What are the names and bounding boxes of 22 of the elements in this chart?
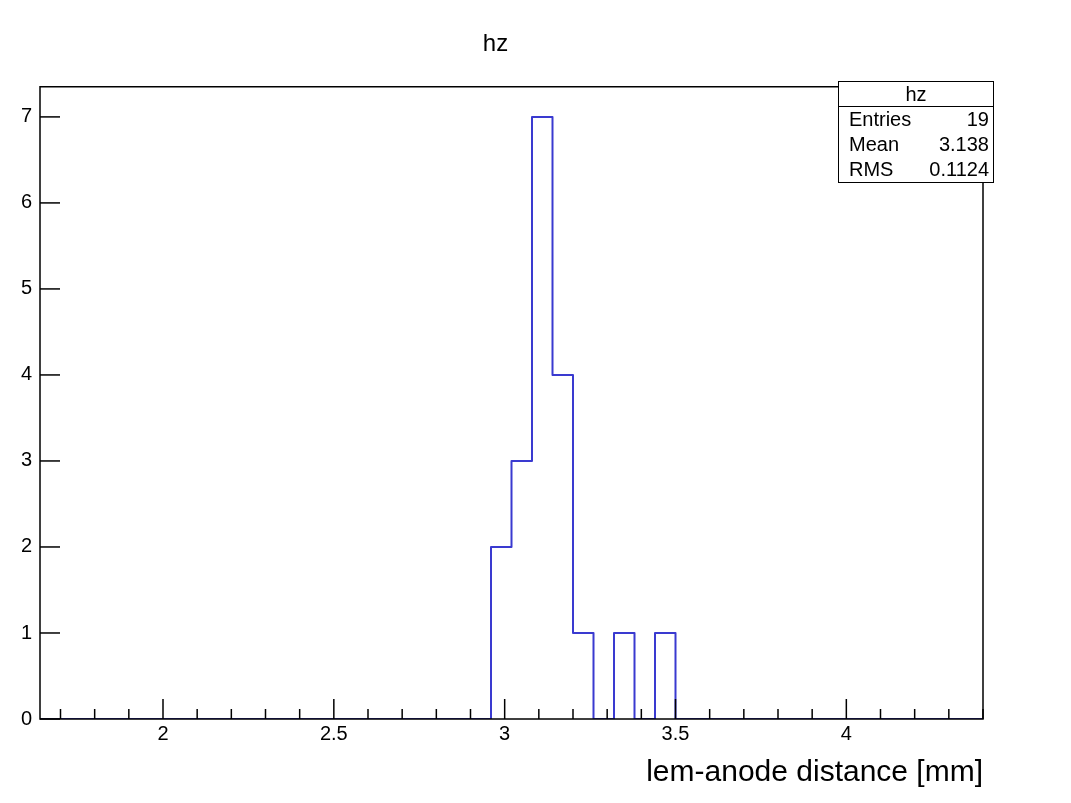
y-tick-label: 2 xyxy=(20,534,32,557)
annotation: 0.1124 xyxy=(929,157,989,182)
x-tick-label: 4 xyxy=(840,721,852,744)
annotation: RMS xyxy=(849,157,894,182)
annotation: Entries xyxy=(849,107,912,132)
y-tick-label: 3 xyxy=(20,448,32,471)
y-tick-label: 4 xyxy=(20,362,32,385)
chart-title: hz xyxy=(482,29,509,57)
x-axis-title: lem-anode distance [mm] xyxy=(646,754,983,788)
y-tick-label: 7 xyxy=(20,104,32,127)
annotation: 19 xyxy=(966,107,989,132)
x-tick-label: 3.5 xyxy=(661,721,690,744)
x-tick-label: 3 xyxy=(499,721,511,744)
y-tick-label: 6 xyxy=(20,190,32,213)
y-tick-label: 0 xyxy=(20,706,32,729)
y-tick-label: 5 xyxy=(20,276,32,299)
x-tick-label: 2.5 xyxy=(319,721,348,744)
x-tick-label: 2 xyxy=(157,721,169,744)
annotation: hz xyxy=(839,82,993,107)
annotation: 3.138 xyxy=(938,132,989,157)
annotation: Mean xyxy=(849,132,900,157)
y-tick-label: 1 xyxy=(20,620,32,643)
